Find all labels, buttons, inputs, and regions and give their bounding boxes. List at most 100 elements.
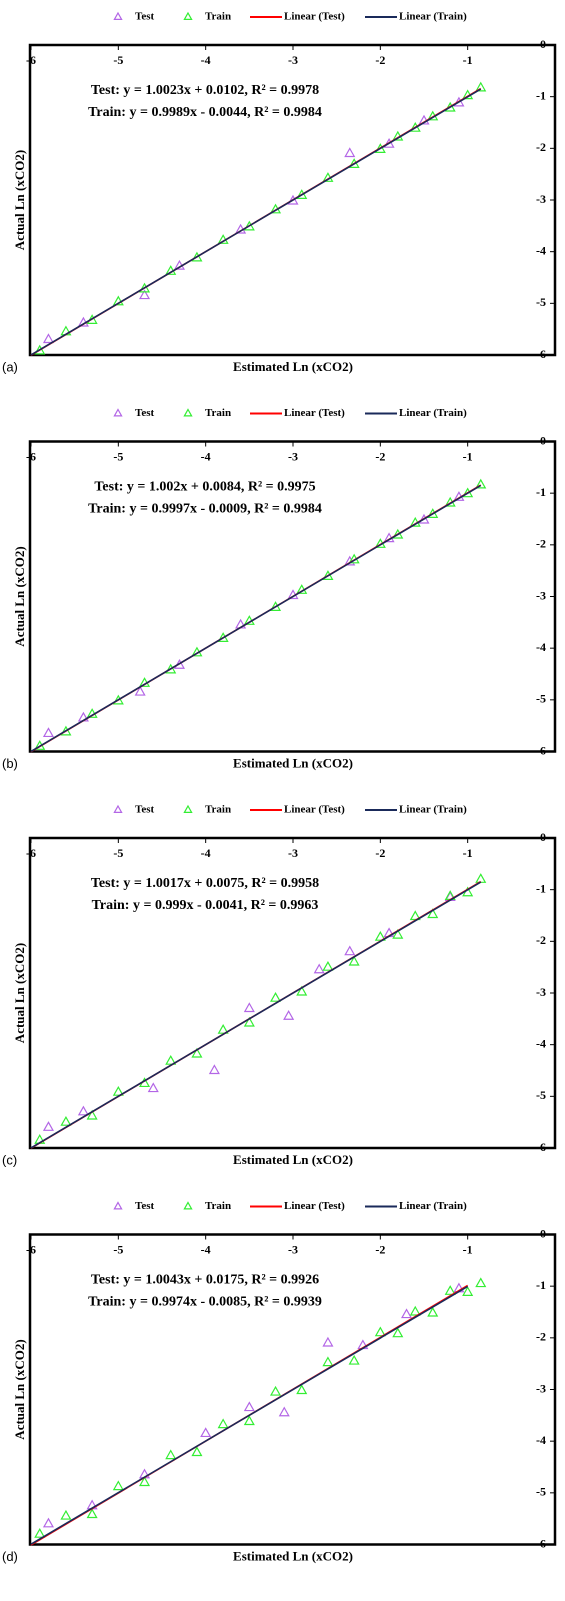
legend-marker	[113, 11, 123, 20]
point	[139, 282, 151, 293]
point	[322, 960, 334, 971]
point	[427, 1306, 439, 1317]
legend-label: Test	[135, 1200, 154, 1212]
point	[34, 344, 46, 355]
panel-label: (a)	[2, 359, 18, 374]
point	[383, 137, 395, 148]
point	[42, 727, 54, 738]
y-tick-label: 0	[540, 830, 546, 844]
x-tick-label: -5	[113, 846, 123, 860]
point	[322, 1356, 334, 1367]
point	[112, 694, 124, 705]
equation: Train: y = 0.9997x - 0.0009, R² = 0.9984	[88, 502, 322, 517]
x-axis-title: Estimated Ln (xCO2)	[233, 1548, 353, 1563]
legend-label: Train	[205, 1200, 231, 1212]
y-axis-title: Actual Ln (xCO2)	[12, 150, 27, 250]
x-tick-label: -6	[26, 846, 36, 860]
y-tick-label: -5	[536, 295, 546, 309]
point	[165, 1054, 177, 1065]
legend-marker	[113, 408, 123, 417]
point	[427, 908, 439, 919]
point	[270, 1385, 282, 1396]
point	[475, 478, 487, 489]
point	[270, 991, 282, 1002]
point	[112, 1480, 124, 1491]
point	[313, 963, 325, 974]
x-axis-title: Estimated Ln (xCO2)	[233, 1152, 353, 1167]
y-tick-label: 0	[540, 1226, 546, 1240]
x-tick-label: -4	[201, 53, 211, 67]
point	[475, 873, 487, 883]
point	[392, 928, 404, 939]
x-tick-label: -3	[288, 449, 298, 463]
legend-label: Train	[205, 11, 231, 23]
point	[60, 1115, 72, 1126]
point	[147, 1082, 159, 1093]
point	[112, 295, 124, 306]
point	[191, 251, 203, 262]
point	[392, 1327, 404, 1338]
panel: Test Train Linear (Test) Linear (Train) -6 -5…	[2, 1200, 557, 1564]
point	[278, 1406, 290, 1417]
y-tick-label: -6	[536, 1140, 546, 1154]
legend-marker	[113, 804, 123, 813]
x-tick-label: -2	[375, 846, 385, 860]
point	[287, 194, 299, 205]
legend-marker	[183, 11, 193, 20]
legend-label: Linear (Test)	[284, 407, 345, 419]
y-tick-label: -4	[536, 243, 546, 257]
y-tick-label: -3	[536, 588, 546, 602]
point	[243, 1401, 255, 1412]
point	[475, 1277, 487, 1288]
trend-line	[30, 484, 482, 753]
legend-label: Test	[135, 804, 154, 816]
equation: Test: y = 1.0017x + 0.0075, R² = 0.9958	[91, 876, 319, 891]
legend-label: Train	[205, 804, 231, 816]
x-tick-label: -2	[375, 1242, 385, 1256]
point	[418, 513, 430, 524]
y-tick-label: 0	[540, 433, 546, 447]
trend-line	[30, 1285, 469, 1545]
point	[374, 1326, 386, 1337]
y-tick-label: -3	[536, 192, 546, 206]
equation: Test: y = 1.002x + 0.0084, R² = 0.9975	[94, 480, 315, 495]
y-tick-label: -6	[536, 1536, 546, 1550]
y-tick-label: -6	[536, 743, 546, 757]
equation: Test: y = 1.0023x + 0.0102, R² = 0.9978	[91, 83, 319, 98]
panel: Test Train Linear (Test) Linear (Train) -6 -5…	[2, 804, 557, 1167]
y-tick-label: -6	[536, 347, 546, 361]
point	[217, 1418, 229, 1429]
trend-line	[30, 88, 482, 356]
point	[444, 1285, 456, 1295]
point	[344, 945, 356, 956]
legend-marker	[183, 408, 193, 417]
y-tick-label: -2	[536, 933, 546, 947]
legend-label: Linear (Test)	[284, 11, 345, 23]
x-tick-label: -5	[113, 53, 123, 67]
y-tick-label: -1	[536, 1278, 546, 1292]
point	[217, 1023, 229, 1034]
legend-label: Linear (Train)	[399, 804, 467, 816]
x-tick-label: -4	[201, 449, 211, 463]
point	[112, 1085, 124, 1096]
x-tick-label: -3	[288, 53, 298, 67]
point	[475, 81, 487, 92]
panel-label: (d)	[2, 1549, 18, 1564]
point	[348, 955, 360, 966]
panel-label: (c)	[2, 1152, 17, 1167]
point	[322, 1336, 334, 1347]
y-tick-label: -1	[536, 881, 546, 895]
point	[139, 289, 151, 300]
legend-label: Linear (Test)	[284, 1200, 345, 1212]
x-tick-label: -6	[26, 53, 36, 67]
point	[42, 1517, 54, 1528]
x-tick-label: -4	[201, 1242, 211, 1256]
point	[409, 1305, 421, 1316]
legend-label: Train	[205, 407, 231, 419]
point	[191, 1047, 203, 1058]
point	[401, 1308, 413, 1319]
y-tick-label: -3	[536, 1381, 546, 1395]
x-tick-label: -6	[26, 1242, 36, 1256]
point	[86, 1508, 98, 1519]
